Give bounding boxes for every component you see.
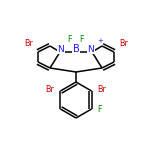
Text: Br: Br [24,40,33,48]
Text: N: N [88,45,94,54]
Text: ⁻: ⁻ [81,38,85,44]
Text: +: + [97,38,103,44]
Text: Br: Br [46,85,54,93]
Text: N: N [58,45,64,54]
Text: F: F [68,35,72,43]
Text: Br: Br [119,40,128,48]
Text: F: F [80,35,84,43]
Text: Br: Br [98,85,106,93]
Text: B: B [73,44,79,54]
Text: F: F [98,105,102,114]
